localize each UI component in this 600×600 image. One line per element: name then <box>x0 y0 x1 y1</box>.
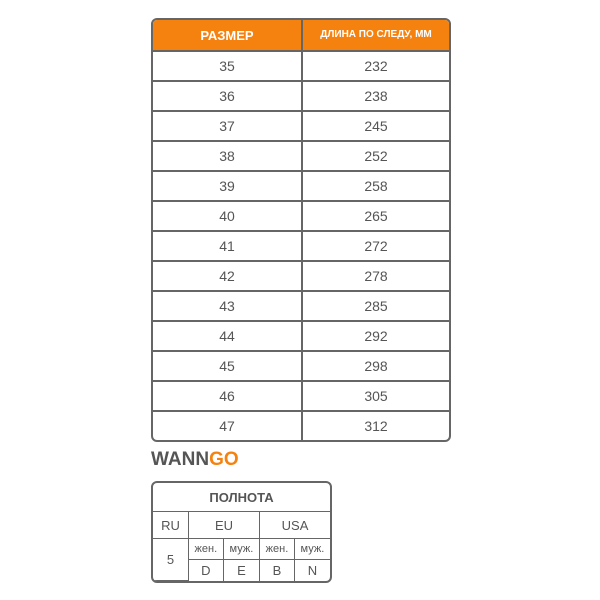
size-cell: 44 <box>153 320 303 351</box>
logo-text-2: GO <box>209 449 239 470</box>
table-row: 40 265 <box>153 200 449 231</box>
length-cell: 312 <box>302 410 449 440</box>
table-row: 47 312 <box>153 410 449 440</box>
size-cell: 36 <box>153 80 303 111</box>
length-cell: 245 <box>302 110 449 141</box>
table-row: 46 305 <box>153 380 449 411</box>
length-cell: 278 <box>302 260 449 291</box>
table-row: 42 278 <box>153 260 449 291</box>
usa-header: USA <box>259 511 330 539</box>
length-cell: 265 <box>302 200 449 231</box>
eu-women: жен. <box>188 538 224 560</box>
length-cell: 272 <box>302 230 449 261</box>
usa-men-value: N <box>293 559 330 581</box>
table-row: 39 258 <box>153 170 449 201</box>
size-cell: 40 <box>153 200 303 231</box>
usa-men: муж. <box>293 538 330 560</box>
ru-value: 5 <box>153 538 189 581</box>
table-row: 35 232 <box>153 50 449 81</box>
length-cell: 252 <box>302 140 449 171</box>
length-cell: 285 <box>302 290 449 321</box>
wanngo-logo: WANNGO <box>151 449 239 471</box>
header-size: РАЗМЕР <box>153 20 303 51</box>
eu-women-value: D <box>188 559 224 581</box>
size-cell: 42 <box>153 260 303 291</box>
fullness-title: ПОЛНОТА <box>153 483 330 512</box>
fullness-table: ПОЛНОТА RU EU USA 5 жен. муж. жен. муж. … <box>151 481 332 583</box>
length-cell: 298 <box>302 350 449 381</box>
eu-men: муж. <box>222 538 261 560</box>
length-cell: 258 <box>302 170 449 201</box>
size-table: РАЗМЕР ДЛИНА ПО СЛЕДУ, ММ 35 232 36 238 37 24… <box>151 18 451 442</box>
eu-header: EU <box>187 511 261 539</box>
size-cell: 41 <box>153 230 303 261</box>
logo-text-1: WANN <box>151 449 210 470</box>
length-cell: 292 <box>302 320 449 351</box>
size-cell: 39 <box>153 170 303 201</box>
length-cell: 305 <box>302 380 449 411</box>
size-cell: 37 <box>153 110 303 141</box>
ru-header: RU <box>153 511 189 539</box>
size-cell: 45 <box>153 350 303 381</box>
size-cell: 35 <box>153 50 303 81</box>
table-row: 41 272 <box>153 230 449 261</box>
table-row: 45 298 <box>153 350 449 381</box>
size-cell: 43 <box>153 290 303 321</box>
size-cell: 47 <box>153 410 303 440</box>
eu-men-value: E <box>222 559 261 581</box>
table-row: 37 245 <box>153 110 449 141</box>
table-row: 38 252 <box>153 140 449 171</box>
header-length: ДЛИНА ПО СЛЕДУ, ММ <box>302 20 449 51</box>
usa-women-value: B <box>259 559 295 581</box>
size-cell: 46 <box>153 380 303 411</box>
length-cell: 232 <box>302 50 449 81</box>
length-cell: 238 <box>302 80 449 111</box>
size-cell: 38 <box>153 140 303 171</box>
table-row: 44 292 <box>153 320 449 351</box>
table-row: 43 285 <box>153 290 449 321</box>
table-row: 36 238 <box>153 80 449 111</box>
usa-women: жен. <box>259 538 295 560</box>
